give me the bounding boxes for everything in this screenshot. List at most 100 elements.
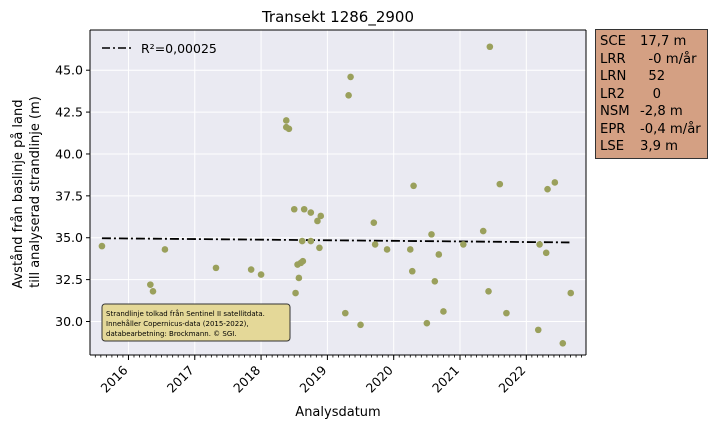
annotation-line-2: Innehåller Copernicus-data (2015-2022),: [106, 319, 249, 328]
stat-row-lse: LSE 3,9 m: [600, 138, 703, 156]
stat-row-sce: SCE 17,7 m: [600, 33, 703, 51]
data-point: [440, 308, 447, 315]
data-point: [435, 251, 443, 258]
stat-row-lrn: LRN 52: [600, 68, 703, 86]
data-point: [544, 185, 551, 193]
y-tick-label: 45.0: [55, 63, 83, 78]
stat-key: LSE: [600, 139, 625, 154]
stat-value: 52: [640, 69, 666, 84]
data-point: [161, 246, 169, 253]
data-point: [423, 319, 431, 327]
data-point: [300, 205, 308, 213]
data-point: [410, 182, 417, 190]
data-point: [408, 267, 416, 275]
chart-title: Transekt 1286_2900: [261, 8, 414, 27]
stat-value: 3,9 m: [640, 139, 679, 154]
y-tick-label: 40.0: [55, 146, 83, 161]
data-point: [559, 339, 567, 347]
data-point: [290, 205, 298, 213]
data-point: [314, 217, 321, 225]
data-point: [486, 43, 494, 51]
x-axis-label: Analysdatum: [295, 405, 380, 420]
data-point: [98, 242, 106, 250]
data-point: [147, 281, 154, 288]
y-axis-label-line-2: till analyserad strandlinje (m): [28, 96, 43, 288]
data-point: [567, 289, 575, 297]
data-point: [299, 257, 307, 265]
axes-frame: [89, 29, 587, 356]
grid: [90, 30, 586, 355]
stat-value: 17,7 m: [640, 34, 687, 49]
stat-value: -0 m/år: [640, 51, 697, 67]
data-point: [295, 274, 303, 282]
x-tick-label: 2022: [495, 363, 528, 396]
regression-line: [101, 237, 570, 244]
data-point: [317, 212, 325, 220]
annotation-box: Strandlinje tolkad från Sentinel II sate…: [101, 303, 291, 342]
stat-row-lrr: LRR -0 m/år: [600, 51, 703, 69]
x-tick-label: 2017: [164, 363, 197, 396]
data-point: [460, 241, 467, 248]
stat-key: EPR: [600, 121, 626, 137]
y-axis: 30.0 32.5 35.0 37.5 40.0 42.5 45.0: [55, 63, 90, 329]
stat-row-lr2: LR2 0: [600, 86, 703, 104]
plot-area: [90, 30, 586, 355]
data-point: [485, 288, 492, 295]
y-tick-label: 32.5: [55, 272, 83, 287]
y-tick-label: 42.5: [55, 105, 83, 120]
data-point: [428, 231, 435, 238]
data-point: [536, 241, 543, 248]
data-point: [383, 246, 391, 253]
x-tick-label: 2021: [429, 363, 462, 396]
data-point: [542, 249, 550, 257]
data-point: [316, 244, 323, 252]
data-point: [406, 246, 414, 253]
stat-key: LRR: [600, 51, 626, 67]
data-point: [247, 266, 255, 273]
data-point: [357, 321, 364, 329]
y-tick-label: 30.0: [55, 314, 83, 329]
legend-label: R²=0,00025: [141, 41, 217, 56]
y-tick-label: 37.5: [55, 188, 83, 203]
x-tick-label: 2016: [97, 362, 130, 395]
data-point: [534, 326, 542, 334]
stat-key: SCE: [600, 34, 626, 49]
annotation-line-3: databearbetning: Brockmann. © SGI.: [106, 330, 237, 338]
x-tick-label: 2019: [296, 362, 329, 395]
stat-key: LR2: [600, 86, 625, 102]
legend: R²=0,00025: [102, 41, 217, 56]
stat-value: -0,4 m/år: [640, 121, 701, 137]
data-point: [292, 289, 299, 297]
data-point: [282, 117, 290, 124]
data-point: [307, 209, 315, 216]
statistics-box: SCE 17,7 m LRR -0 m/år LRN 52 LR2 0 NSM -2…: [595, 29, 708, 159]
stat-row-nsm: NSM -2,8 m: [600, 103, 703, 121]
data-point: [551, 179, 559, 186]
data-point: [149, 288, 157, 295]
data-point: [212, 264, 220, 272]
data-point: [298, 237, 306, 245]
stat-key: NSM: [600, 104, 630, 119]
data-point: [341, 309, 349, 317]
stat-key: LRN: [600, 69, 627, 84]
y-axis-label: Avstånd från baslinje på land till analy…: [11, 95, 43, 288]
data-point: [496, 180, 504, 188]
data-point: [371, 241, 379, 248]
data-points: [98, 43, 575, 347]
x-tick-label: 2020: [363, 362, 396, 395]
annotation-line-1: Strandlinje tolkad från Sentinel II sate…: [106, 309, 265, 318]
data-point: [257, 271, 265, 278]
data-point: [503, 309, 510, 317]
data-point: [370, 219, 378, 226]
data-point: [347, 73, 354, 81]
y-tick-label: 35.0: [55, 230, 83, 245]
x-axis: 2016 2017 2018 2019 2020 2021 2022: [94, 355, 582, 396]
data-point: [307, 237, 315, 245]
data-point: [285, 125, 293, 133]
y-axis-label-line-1: Avstånd från baslinje på land: [11, 99, 26, 288]
data-point: [345, 92, 352, 99]
x-tick-label: 2018: [230, 362, 263, 395]
regression-line-group: [101, 237, 570, 244]
data-point: [431, 277, 439, 285]
